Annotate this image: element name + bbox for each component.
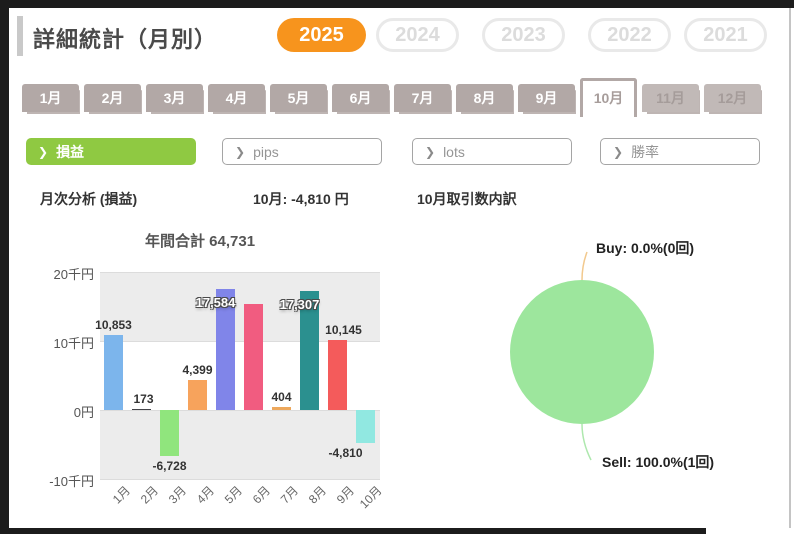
y-axis-tick-label: 20千円	[53, 267, 94, 282]
pie-sell-slice	[510, 280, 654, 424]
x-axis-tick-label: 7月	[277, 483, 301, 507]
filter-勝率[interactable]: ❯ 勝率	[600, 138, 760, 165]
bar-value-label: 10,853	[95, 318, 132, 333]
x-axis-tick-label: 5月	[221, 483, 245, 507]
bar-10月	[356, 410, 375, 444]
bar-5月	[216, 288, 235, 410]
y-axis-tick-label: 10千円	[53, 336, 94, 351]
chevron-right-icon: ❯	[235, 144, 246, 159]
month-tab-12月[interactable]: 12月	[704, 84, 761, 112]
chevron-right-icon: ❯	[613, 144, 624, 159]
x-axis-tick-label: 10月	[356, 483, 385, 512]
month-tab-11月[interactable]: 11月	[642, 84, 699, 112]
bar-1月	[104, 335, 123, 410]
bar-9月	[328, 339, 347, 410]
month-tab-8月[interactable]: 8月	[456, 84, 513, 112]
bar-3月	[160, 410, 179, 457]
y-axis-tick-label: 0円	[73, 405, 94, 420]
month-tab-4月[interactable]: 4月	[208, 84, 265, 112]
filter-pips[interactable]: ❯ pips	[222, 138, 382, 165]
filter-label: pips	[253, 143, 279, 160]
x-axis-tick-label: 6月	[249, 483, 273, 507]
window-frame-left	[0, 0, 9, 534]
window-frame-right	[789, 8, 791, 528]
pie-label-buy: Buy: 0.0%(0回)	[596, 240, 695, 256]
gridline	[100, 478, 380, 480]
pie-label-sell: Sell: 100.0%(1回)	[602, 454, 715, 470]
filter-lots[interactable]: ❯ lots	[412, 138, 572, 165]
gridline	[100, 271, 380, 273]
bar-value-label: 4,399	[182, 362, 213, 377]
buy-callout-line	[581, 251, 588, 281]
bar-value-label: -6,728	[152, 459, 187, 474]
filter-label: 損益	[56, 143, 85, 160]
year-pill-2021[interactable]: 2021	[684, 18, 767, 52]
chevron-right-icon: ❯	[38, 144, 49, 159]
filter-label: 勝率	[631, 143, 660, 160]
bar-4月	[188, 379, 207, 410]
sell-callout-line	[581, 423, 592, 461]
bar-value-label: 404	[271, 390, 292, 405]
x-axis-tick-label: 1月	[109, 483, 133, 507]
bar-6月	[244, 303, 263, 410]
year-pill-2023[interactable]: 2023	[482, 18, 565, 52]
pie-svg	[510, 251, 654, 461]
month-tab-7月[interactable]: 7月	[394, 84, 451, 112]
title-accent-bar	[17, 16, 23, 56]
bar-value-label: 17,584	[195, 294, 236, 310]
bar-8月	[300, 290, 319, 410]
x-axis-tick-label: 3月	[165, 483, 189, 507]
month-tab-5月[interactable]: 5月	[270, 84, 327, 112]
bar-value-label: 10,145	[325, 322, 362, 337]
annual-total-label: 年間合計 64,731	[145, 233, 256, 250]
month-tab-9月[interactable]: 9月	[518, 84, 575, 112]
x-axis-tick-label: 4月	[193, 483, 217, 507]
bar-value-label: 17,307	[279, 296, 320, 312]
month-tab-1月[interactable]: 1月	[22, 84, 79, 112]
bar-7月	[272, 407, 291, 410]
bar-section-title: 月次分析 (損益)	[40, 191, 138, 207]
year-pill-2022[interactable]: 2022	[588, 18, 671, 52]
year-pill-2025[interactable]: 2025	[277, 18, 366, 52]
bar-2月	[132, 408, 151, 410]
month-summary: 10月: -4,810 円	[253, 191, 349, 207]
bar-value-label: -4,810	[328, 446, 363, 461]
filter-label: lots	[443, 143, 465, 160]
x-axis-tick-label: 9月	[333, 483, 357, 507]
gridline	[100, 340, 380, 342]
pie-section-title: 10月取引数内訳	[417, 191, 517, 207]
chevron-right-icon: ❯	[425, 144, 436, 159]
window-frame-bottom	[0, 528, 706, 534]
month-tab-3月[interactable]: 3月	[146, 84, 203, 112]
gridline	[100, 409, 380, 411]
y-axis-tick-label: -10千円	[49, 474, 94, 489]
buy-sell-pie-chart: Buy: 0.0%(0回) Sell: 100.0%(1回)	[420, 230, 790, 494]
year-pill-2024[interactable]: 2024	[376, 18, 459, 52]
x-axis-tick-label: 8月	[305, 483, 329, 507]
plot-band	[100, 410, 380, 479]
monthly-profit-bar-chart: 年間合計 64,731 20千円 10千円 0円 -10千円 10,853 1月 173 2月…	[30, 228, 410, 534]
month-tab-10月[interactable]: 10月	[580, 78, 637, 117]
page-title: 詳細統計（月別）	[33, 27, 218, 52]
bar-value-label: 173	[133, 391, 154, 406]
x-axis-tick-label: 2月	[137, 483, 161, 507]
plot-band	[100, 272, 380, 341]
window-frame-top	[0, 0, 794, 8]
month-tab-2月[interactable]: 2月	[84, 84, 141, 112]
filter-損益[interactable]: ❯ 損益	[26, 138, 196, 165]
month-tab-6月[interactable]: 6月	[332, 84, 389, 112]
